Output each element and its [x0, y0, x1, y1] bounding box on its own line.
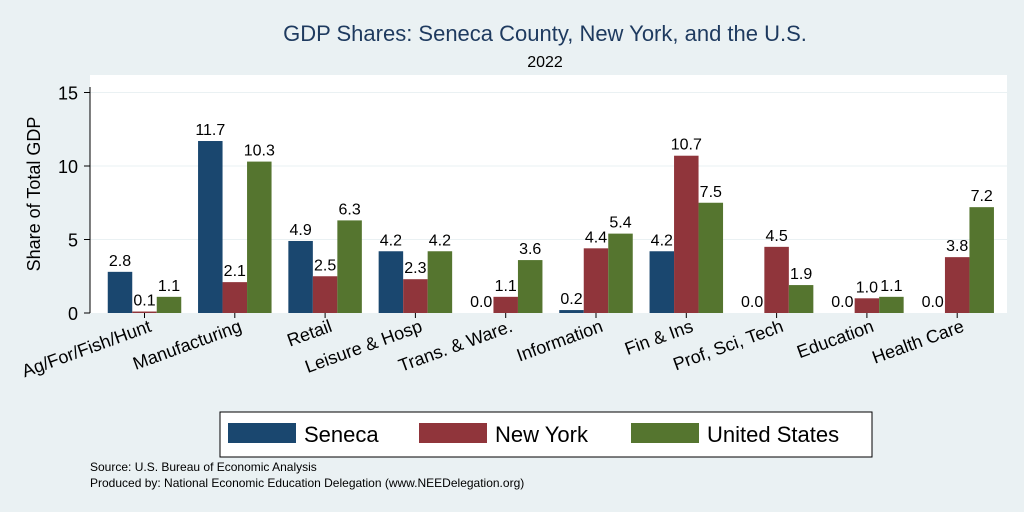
x-tick-label-retail: Retail — [284, 316, 334, 351]
data-label-new-york-prof-sci-tech: 4.5 — [765, 228, 787, 245]
data-label-united-states-retail: 6.3 — [338, 201, 360, 218]
x-tick-label-education: Education — [794, 316, 876, 362]
data-label-united-states-fin-ins: 7.5 — [700, 184, 722, 201]
legend: Seneca New York United States — [219, 411, 873, 458]
data-label-united-states-trans-ware: 3.6 — [519, 241, 541, 258]
y-axis-label: Share of Total GDP — [24, 117, 44, 272]
bar-united-states-trans-ware — [517, 260, 543, 313]
x-tick-label-ag-for-fish-hunt: Ag/For/Fish/Hunt — [19, 316, 154, 381]
bar-seneca-ag-for-fish-hunt — [107, 271, 133, 313]
data-label-seneca-retail: 4.9 — [289, 222, 311, 239]
bar-new-york-retail — [312, 276, 338, 313]
bar-seneca-fin-ins — [649, 251, 675, 313]
data-label-united-states-ag-for-fish-hunt: 1.1 — [158, 278, 180, 295]
bar-seneca-information — [559, 310, 584, 313]
data-label-seneca-ag-for-fish-hunt: 2.8 — [109, 253, 131, 270]
data-label-seneca-prof-sci-tech: 0.0 — [741, 294, 763, 311]
bar-new-york-education — [854, 298, 880, 313]
legend-box — [219, 411, 873, 458]
bar-united-states-information — [608, 233, 633, 313]
y-tick-label: 10 — [58, 157, 78, 177]
bar-new-york-health-care — [944, 257, 970, 313]
bar-new-york-information — [583, 248, 609, 313]
data-label-seneca-trans-ware: 0.0 — [470, 294, 492, 311]
bar-united-states-prof-sci-tech — [788, 285, 814, 313]
data-label-united-states-information: 5.4 — [609, 215, 631, 232]
bar-united-states-fin-ins — [698, 202, 724, 313]
plot-area — [90, 75, 1007, 313]
x-tick-label-health-care: Health Care — [869, 316, 966, 368]
y-tick-label: 15 — [58, 84, 78, 104]
data-label-new-york-fin-ins: 10.7 — [671, 137, 702, 154]
bar-united-states-education — [879, 296, 904, 313]
bar-new-york-fin-ins — [674, 155, 699, 313]
bar-new-york-ag-for-fish-hunt — [132, 311, 157, 313]
data-label-new-york-retail: 2.5 — [314, 257, 336, 274]
data-label-new-york-trans-ware: 1.1 — [495, 278, 517, 295]
bar-united-states-leisure-hosp — [427, 251, 453, 313]
data-label-new-york-information: 4.4 — [585, 229, 607, 246]
legend-label-seneca: Seneca — [304, 422, 379, 447]
bar-seneca-leisure-hosp — [378, 251, 404, 313]
data-label-new-york-ag-for-fish-hunt: 0.1 — [133, 293, 155, 310]
data-label-seneca-health-care: 0.0 — [922, 294, 944, 311]
bar-united-states-health-care — [969, 207, 994, 313]
chart-subtitle: 2022 — [527, 54, 563, 71]
bar-united-states-retail — [337, 220, 362, 313]
data-label-seneca-manufacturing: 11.7 — [195, 122, 225, 139]
data-label-united-states-prof-sci-tech: 1.9 — [790, 266, 812, 283]
bar-seneca-manufacturing — [198, 141, 223, 313]
data-label-new-york-health-care: 3.8 — [946, 238, 968, 255]
data-label-new-york-manufacturing: 2.1 — [224, 263, 246, 280]
legend-swatch-new-york — [419, 423, 487, 443]
data-label-seneca-information: 0.2 — [560, 291, 582, 308]
legend-label-united-states: United States — [707, 422, 839, 447]
bar-united-states-ag-for-fish-hunt — [156, 296, 182, 313]
source-note: Source: U.S. Bureau of Economic Analysis — [90, 460, 317, 474]
x-tick-label-information: Information — [514, 316, 605, 366]
source-notes: Source: U.S. Bureau of Economic Analysis… — [90, 459, 524, 491]
data-label-seneca-education: 0.0 — [831, 294, 853, 311]
legend-swatch-united-states — [631, 423, 699, 443]
bar-new-york-manufacturing — [222, 282, 248, 313]
data-label-united-states-health-care: 7.2 — [971, 188, 993, 205]
data-label-seneca-leisure-hosp: 4.2 — [380, 232, 402, 249]
produced-by-note: Produced by: National Economic Education… — [90, 476, 525, 490]
y-tick-label: 0 — [68, 304, 78, 324]
y-tick-label: 5 — [68, 231, 78, 251]
legend-label-new-york: New York — [495, 422, 589, 447]
data-label-new-york-education: 1.0 — [856, 279, 878, 296]
data-label-seneca-fin-ins: 4.2 — [651, 232, 673, 249]
legend-swatch-seneca — [228, 423, 296, 443]
chart-title: GDP Shares: Seneca County, New York, and… — [283, 21, 807, 46]
data-label-united-states-leisure-hosp: 4.2 — [429, 232, 451, 249]
bar-new-york-leisure-hosp — [403, 279, 428, 313]
bar-new-york-trans-ware — [493, 296, 518, 313]
bar-seneca-retail — [288, 240, 313, 313]
data-label-united-states-manufacturing: 10.3 — [244, 143, 275, 160]
bar-new-york-prof-sci-tech — [764, 246, 789, 313]
data-label-united-states-education: 1.1 — [880, 278, 902, 295]
data-label-new-york-leisure-hosp: 2.3 — [404, 260, 426, 277]
bar-united-states-manufacturing — [247, 161, 272, 313]
